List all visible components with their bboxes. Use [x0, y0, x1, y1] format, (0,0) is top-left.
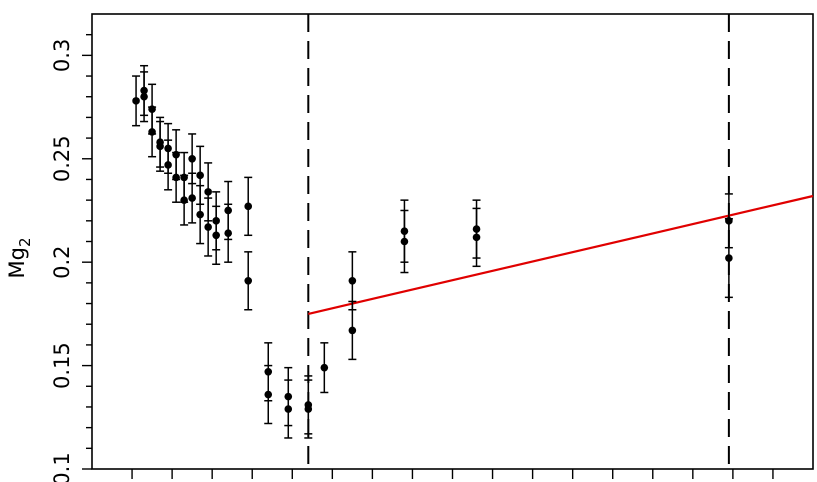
point-marker: [725, 254, 733, 262]
data-point: [132, 75, 141, 127]
reference-lines: [307, 14, 730, 469]
point-marker: [320, 363, 329, 372]
y-axis-label-main: Mg: [5, 247, 29, 278]
data-point: [304, 379, 313, 439]
data-point: [172, 151, 181, 203]
data-point: [196, 184, 205, 245]
point-marker: [132, 97, 140, 105]
point-marker: [348, 276, 357, 285]
point-marker: [224, 229, 232, 238]
fit-line-layer: [308, 194, 814, 315]
point-marker: [212, 231, 220, 240]
point-marker: [244, 202, 253, 211]
y-tick-label: 0.1: [50, 452, 74, 482]
linear-fit-line: [308, 194, 814, 315]
point-marker: [148, 128, 156, 136]
point-marker: [188, 154, 196, 163]
y-axis-label: Mg2: [5, 238, 34, 279]
point-marker: [180, 196, 188, 204]
y-tick-label: 0.15: [50, 342, 74, 389]
point-marker: [156, 142, 164, 151]
point-marker: [264, 390, 273, 399]
data-points-layer: [132, 64, 733, 439]
data-point: [164, 139, 173, 191]
point-marker: [400, 237, 409, 246]
point-marker: [172, 173, 180, 182]
data-point: [472, 207, 481, 268]
data-point: [320, 342, 329, 394]
point-marker: [188, 194, 196, 202]
data-point: [156, 120, 165, 172]
data-point: [224, 203, 233, 263]
point-marker: [204, 188, 212, 196]
data-point: [284, 379, 293, 439]
point-marker: [140, 92, 148, 101]
data-point: [204, 197, 213, 257]
data-point: [188, 172, 197, 224]
point-marker: [472, 233, 481, 242]
data-point: [244, 251, 253, 311]
point-marker: [164, 161, 172, 169]
data-point: [348, 300, 357, 361]
y-axis-label-subscript: 2: [16, 238, 34, 248]
data-point: [400, 209, 409, 274]
point-marker: [196, 210, 204, 219]
data-point: [212, 205, 221, 265]
y-tick-label: 0.3: [50, 39, 74, 72]
data-point: [244, 176, 253, 237]
data-point: [140, 71, 149, 123]
chart-axes: 0.1 0.15 0.2 0.25 0.3: [50, 13, 814, 482]
point-marker: [348, 326, 357, 335]
y-tick-label: 0.25: [50, 135, 74, 182]
point-marker: [204, 223, 212, 231]
point-marker: [244, 276, 253, 285]
point-marker: [284, 405, 293, 413]
data-point: [148, 106, 157, 158]
point-marker: [304, 405, 313, 413]
data-point: [264, 364, 273, 425]
point-marker: [196, 171, 204, 180]
data-point: [180, 174, 189, 226]
data-point: [724, 218, 733, 299]
y-tick-label: 0.2: [50, 245, 74, 278]
